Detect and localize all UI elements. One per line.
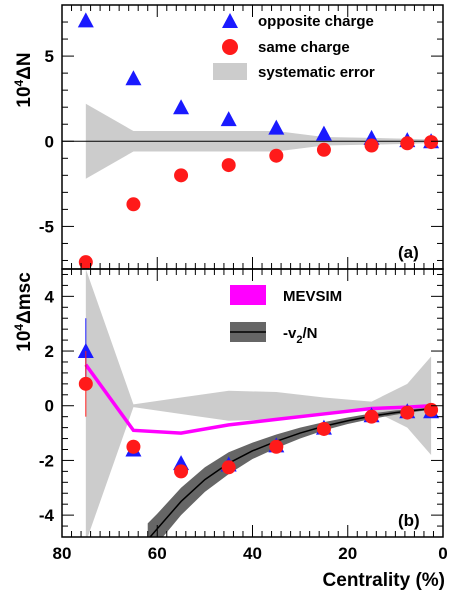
panel-a-circle-point — [400, 136, 415, 151]
x-axis-title: Centrality (%) — [323, 570, 445, 591]
mevsim-line — [84, 363, 432, 435]
panel-a-circle-point — [221, 158, 236, 173]
panel-a-circle-point — [78, 255, 93, 270]
v2-over-n-band — [147, 407, 434, 537]
panel-b-circle-point — [221, 460, 236, 475]
panel-a-triangle-point — [220, 111, 237, 127]
legend-b: MEVSIM -v2/N — [230, 285, 342, 346]
legend-label-mevsim: MEVSIM — [283, 288, 342, 305]
panel-a-triangle-point — [268, 119, 285, 135]
panel-a-triangle-point — [77, 12, 94, 28]
legend-label-v2: -v2/N — [283, 325, 317, 346]
panel-a-circle-point — [364, 138, 379, 153]
systematic-error-band — [85, 269, 432, 537]
v2-over-n-curve — [149, 407, 434, 537]
y-axis-title-b: 104Δmsc — [12, 272, 35, 352]
panel-a: -5 0 5 104ΔN (a) opposite charge same char… — [12, 4, 444, 270]
legend-label-opposite: opposite charge — [258, 13, 374, 30]
data-points-b — [77, 318, 440, 479]
panel-b-circle-point — [269, 439, 284, 454]
panel-b-y-tick-label: 0 — [45, 397, 54, 416]
data-points-a — [77, 12, 440, 270]
panel-b: -4 -2 0 2 4 80 60 40 20 0 104Δmsc (b) MEVSIM -v2/… — [12, 268, 448, 591]
panel-b-y-tick-label: -4 — [39, 506, 55, 525]
panel-b-circle-point — [400, 405, 415, 420]
panel-a-circle-point — [269, 148, 284, 163]
panel-a-y-tick-label: 5 — [45, 47, 54, 66]
legend-circle-marker — [222, 39, 238, 55]
y-axis-title-a: 104ΔN — [12, 52, 35, 107]
panel-a-y-tick-label: -5 — [39, 217, 54, 236]
panel-b-circle-point — [78, 376, 93, 391]
panel-b-circle-point — [126, 439, 141, 454]
panel-b-circle-point — [174, 464, 189, 479]
legend-label-same: same charge — [258, 39, 350, 56]
panel-b-x-tick-label: 60 — [148, 544, 167, 563]
legend-a: opposite charge same charge systematic e… — [213, 13, 375, 81]
panel-b-circle-point — [424, 402, 439, 417]
panel-b-x-tick-label: 40 — [243, 544, 262, 563]
panel-a-circle-point — [316, 142, 331, 157]
panel-label-a: (a) — [398, 243, 419, 262]
panel-a-triangle-point — [125, 70, 142, 86]
panel-b-x-tick-label: 20 — [338, 544, 357, 563]
legend-triangle-marker — [222, 13, 238, 28]
panel-b-triangle-point — [77, 343, 94, 359]
mevsim-curve — [84, 363, 432, 435]
panel-a-triangle-point — [315, 125, 332, 141]
panel-label-b: (b) — [398, 511, 420, 530]
panel-b-y-tick-label: 2 — [45, 342, 54, 361]
panel-b-x-tick-label: 0 — [438, 544, 447, 563]
panel-a-y-tick-label: 0 — [45, 132, 54, 151]
panel-a-circle-point — [126, 197, 141, 212]
ticks-a: -5 0 5 — [39, 4, 444, 269]
ticks-b: -4 -2 0 2 4 80 60 40 20 0 — [39, 269, 448, 563]
panel-b-circle-point — [316, 421, 331, 436]
panel-b-circle-point — [364, 409, 379, 424]
legend-mevsim-swatch — [230, 285, 266, 305]
panel-a-triangle-point — [173, 99, 190, 115]
panel-a-circle-point — [174, 168, 189, 183]
v2-over-n-band-fill — [147, 407, 434, 537]
legend-label-syst: systematic error — [258, 64, 375, 81]
systematic-error-band-b — [85, 269, 432, 537]
panel-b-y-tick-label: -2 — [39, 451, 54, 470]
panel-b-x-tick-label: 80 — [53, 544, 72, 563]
legend-syst-swatch — [213, 63, 247, 80]
panel-a-circle-point — [424, 135, 439, 150]
panel-b-y-tick-label: 4 — [45, 287, 55, 306]
